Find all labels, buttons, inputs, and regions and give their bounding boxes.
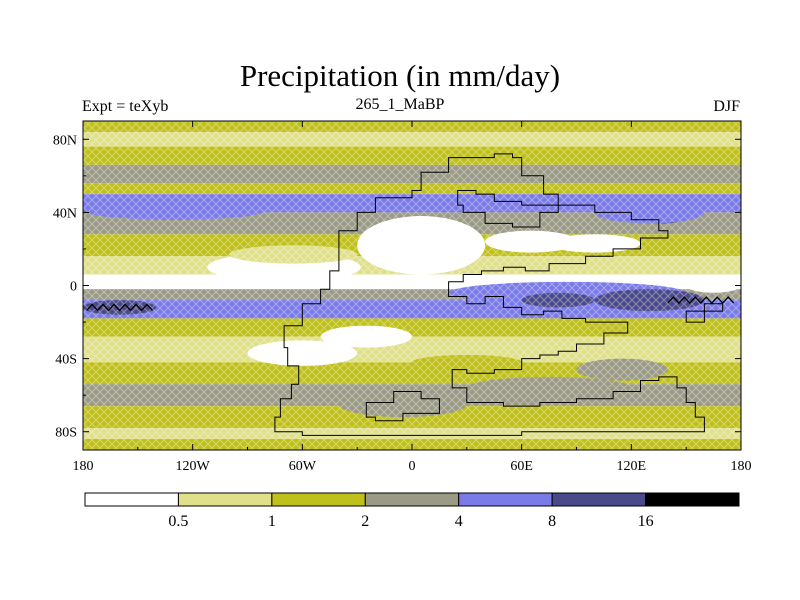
- coastline: [457, 190, 559, 228]
- coastlines: [86, 153, 735, 436]
- hatch-overlay: [83, 121, 741, 450]
- colorbar-label: 2: [361, 513, 369, 530]
- colorbar-label: 16: [638, 513, 654, 530]
- lat-tick-label: 80N: [53, 133, 77, 148]
- colorbar-swatch: [551, 492, 647, 507]
- lon-tick-label: 60W: [289, 459, 317, 474]
- colorbar-swatch: [84, 492, 179, 507]
- lon-tick-label: 0: [409, 459, 416, 474]
- contour-line: [86, 303, 153, 312]
- coastline: [365, 391, 440, 422]
- lon-tick-label: 180: [731, 459, 752, 474]
- colorbar: 0.5 1 2 4 8 16: [84, 492, 740, 530]
- lat-tick-label: 40S: [55, 353, 77, 368]
- lon-tick-label: 120E: [617, 459, 647, 474]
- axis-ticks: 80N 40N 0 40S 80S 180 120W 60W 0 60E 120E 180: [53, 121, 752, 474]
- coastline: [685, 303, 724, 323]
- colorbar-label: 8: [548, 513, 556, 530]
- lon-tick-label: 60E: [510, 459, 533, 474]
- lat-tick-label: 80S: [55, 426, 77, 441]
- experiment-label: Expt = teXyb: [82, 98, 169, 115]
- chart-title: Precipitation (in mm/day): [239, 58, 561, 93]
- colorbar-label: 0.5: [168, 513, 188, 530]
- contour-line: [667, 296, 735, 305]
- lat-tick-label: 0: [70, 280, 77, 295]
- colorbar-swatch: [645, 492, 740, 507]
- experiment-id: 265_1_MaBP: [355, 96, 445, 113]
- hatch-texture: [83, 121, 741, 450]
- colorbar-swatch: [177, 492, 273, 507]
- lat-tick-label: 40N: [53, 206, 77, 221]
- colorbar-label: 1: [268, 513, 276, 530]
- coastline: [274, 153, 705, 436]
- colorbar-swatch: [364, 492, 460, 507]
- colorbar-swatch: [458, 492, 553, 507]
- colorbar-label: 4: [455, 513, 463, 530]
- season-label: DJF: [713, 98, 740, 115]
- lon-tick-label: 180: [73, 459, 94, 474]
- lon-tick-label: 120W: [176, 459, 211, 474]
- colorbar-swatch: [271, 492, 366, 507]
